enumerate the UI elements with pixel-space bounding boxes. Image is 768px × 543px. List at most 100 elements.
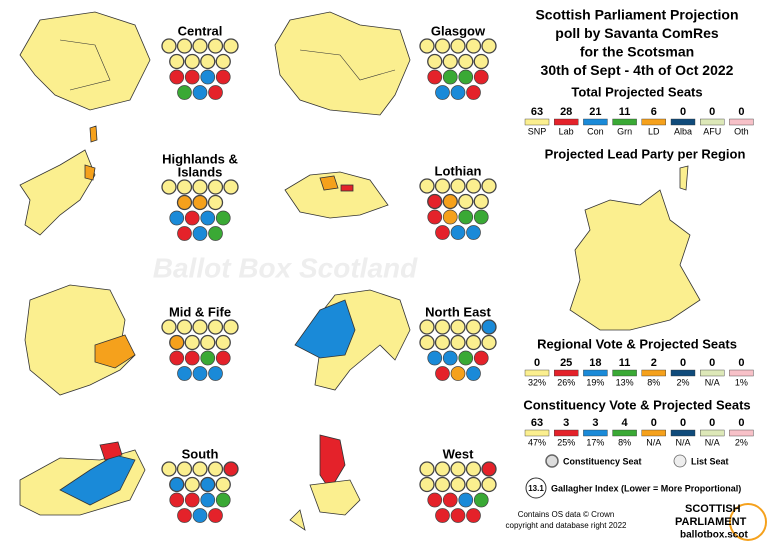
list-seat — [184, 210, 200, 226]
constituency-seat — [215, 476, 231, 493]
constituency-seat — [223, 461, 239, 477]
vote-share: 26% — [557, 377, 575, 387]
seat-count: 0 — [709, 357, 715, 369]
list-seat — [215, 210, 231, 226]
constituency-seat — [184, 476, 200, 493]
map-mid-fife-ld — [94, 334, 136, 369]
party-code: SNP — [528, 126, 547, 136]
constituency-seat — [207, 194, 224, 211]
constituency-seat — [184, 53, 200, 70]
seat-count: 63 — [531, 106, 543, 118]
map-west-lab — [319, 434, 346, 491]
constituency-seat — [434, 461, 451, 477]
list-seat — [435, 366, 450, 381]
constituency-seat — [458, 193, 474, 210]
map-south-con — [59, 454, 136, 506]
region-name: Islands — [178, 164, 223, 179]
party-swatch — [612, 429, 637, 437]
constituency-seat — [200, 53, 216, 70]
vote-share: 8% — [618, 437, 631, 447]
party-swatch — [583, 429, 608, 437]
region-name: Mid & Fife — [169, 304, 231, 319]
title-line: 30th of Sept - 4th of Oct 2022 — [541, 62, 734, 78]
map-lothian-lab — [340, 184, 354, 192]
list-seat — [215, 69, 231, 85]
region-name: Highlands & — [162, 151, 238, 166]
party-code: AFU — [703, 126, 721, 136]
seat-count: 0 — [738, 357, 744, 369]
region-name: Central — [178, 23, 223, 38]
legend-label: List Seat — [691, 456, 729, 466]
constituency-seat — [427, 193, 443, 210]
list-seat — [450, 225, 466, 240]
constituency-seat — [481, 461, 497, 477]
logo-line: SCOTTISH — [685, 503, 741, 515]
list-seat — [169, 492, 185, 508]
seat-count: 0 — [680, 106, 686, 118]
party-code: Grn — [617, 126, 632, 136]
party-swatch — [641, 429, 666, 437]
constituency-seat — [419, 319, 435, 335]
list-seat — [466, 508, 481, 523]
list-seat — [458, 69, 474, 85]
vote-share: N/A — [646, 437, 661, 447]
party-swatch — [524, 369, 550, 377]
region-name: Lothian — [435, 163, 482, 178]
list-seat — [177, 366, 192, 381]
map-central — [19, 11, 151, 111]
list-seat — [473, 69, 489, 85]
map-lothian-ld — [319, 175, 339, 191]
seat-count: 0 — [534, 357, 540, 369]
list-seat — [215, 350, 231, 366]
list-seat — [466, 366, 481, 381]
party-code: LD — [648, 126, 660, 136]
list-seat — [466, 225, 481, 240]
constituency-seat — [434, 319, 451, 335]
vote-share: 19% — [586, 377, 604, 387]
constituency-seat — [192, 179, 208, 195]
list-seat — [435, 508, 450, 523]
region-name: South — [182, 446, 219, 461]
party-swatch — [583, 118, 608, 126]
constituency-seat — [481, 476, 497, 493]
constituency-seat — [161, 319, 177, 335]
credit: copyright and database right 2022 — [506, 521, 628, 530]
constituency-seat — [161, 461, 177, 477]
vote-share: 2% — [735, 437, 748, 447]
constituency-seat — [434, 334, 451, 351]
constituency-seat — [427, 53, 443, 70]
constituency-seat — [419, 38, 435, 54]
constituency-seat — [215, 53, 231, 70]
party-swatch — [729, 118, 754, 126]
party-swatch — [612, 118, 637, 126]
list-seat — [427, 209, 443, 225]
section-title: Total Projected Seats — [571, 84, 702, 99]
list-seat — [192, 366, 208, 381]
constituency-seat — [192, 461, 208, 477]
gallagher-badge — [525, 477, 547, 499]
constituency-seat — [223, 38, 239, 54]
constituency-seat — [419, 461, 435, 477]
vote-share: 8% — [647, 377, 660, 387]
constituency-seat — [176, 461, 193, 477]
party-swatch — [554, 118, 579, 126]
seat-count: 28 — [560, 106, 572, 118]
list-seat — [169, 210, 185, 226]
list-seat — [184, 350, 200, 366]
list-seat — [427, 492, 443, 508]
vote-share: 32% — [528, 377, 546, 387]
list-seat — [466, 85, 481, 100]
list-seat — [200, 210, 216, 226]
constituency-seat — [169, 334, 185, 351]
list-seat — [200, 492, 216, 508]
list-seat — [215, 492, 231, 508]
constituency-seat — [465, 178, 482, 194]
constituency-seat — [207, 38, 224, 54]
seat-count: 0 — [680, 417, 686, 429]
list-seat — [184, 69, 200, 85]
constituency-seat — [176, 194, 193, 211]
list-seat — [442, 492, 458, 508]
party-swatch — [524, 118, 550, 126]
list-seat — [192, 85, 208, 100]
constituency-seat — [450, 461, 466, 477]
